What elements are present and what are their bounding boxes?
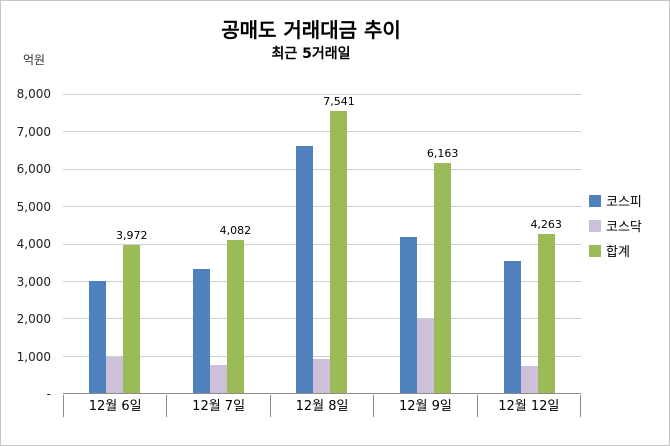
bar-value-label: 6,163 <box>426 146 459 160</box>
x-axis-label-1: 12월 6일 <box>63 395 166 417</box>
bar-series-3-category-5: 4,263 <box>530 218 562 393</box>
bar-series-2-category-3 <box>313 358 331 393</box>
bar-series-2-category-1 <box>106 356 124 393</box>
bar-series-3-category-3: 7,541 <box>323 95 355 393</box>
legend-label: 코스닥 <box>606 220 642 235</box>
bar-group-3: 7,541 <box>270 94 374 393</box>
legend-swatch <box>589 244 601 257</box>
y-axis-tick-label: 3,000 <box>16 274 51 289</box>
legend-label: 코스피 <box>606 195 642 210</box>
plot-area: 3,972 4,082 7,541 6,163 4,263 <box>63 94 581 394</box>
x-axis-label-3: 12월 8일 <box>269 395 373 417</box>
bar-group-5: 4,263 <box>477 94 581 393</box>
x-axis-label-2: 12월 7일 <box>166 395 269 417</box>
x-axis: 12월 6일 12월 7일 12월 8일 12월 9일 12월 12일 <box>63 395 581 417</box>
bar-series-1-category-3 <box>296 145 314 393</box>
bar-value-label: 3,972 <box>116 228 148 242</box>
y-axis-tick-label: 6,000 <box>16 162 51 176</box>
bar-group-4: 6,163 <box>374 94 478 393</box>
bar-series-3-category-1: 3,972 <box>116 229 148 393</box>
gridline <box>63 131 581 133</box>
gridline <box>63 168 581 170</box>
y-axis: 8,000 7,000 6,000 5,000 4,000 3,000 2,000 1,000… <box>1 87 57 401</box>
bar-value-label: 7,541 <box>323 95 355 109</box>
gridline <box>63 243 581 245</box>
bar-series-1-category-2 <box>192 268 210 393</box>
bar-series-3-category-4: 6,163 <box>427 147 458 393</box>
x-axis-label-4: 12월 9일 <box>373 395 476 417</box>
y-axis-tick-label: - <box>46 387 51 401</box>
y-axis-tick-label: 2,000 <box>16 312 51 326</box>
y-axis-tick-label: 1,000 <box>16 349 51 364</box>
gridline <box>63 355 581 357</box>
bar-group-1: 3,972 <box>63 94 167 393</box>
bar-group-2: 4,082 <box>167 94 271 393</box>
legend-item-3: 합계 <box>589 241 642 260</box>
y-axis-tick-label: 5,000 <box>16 199 51 214</box>
x-axis-label-5: 12월 12일 <box>476 395 580 417</box>
gridline <box>63 94 581 95</box>
chart-subtitle: 최근 5거래일 <box>271 46 351 62</box>
bar-series-2-category-2 <box>209 364 227 393</box>
bar-value-label: 4,263 <box>530 217 562 231</box>
legend-swatch <box>589 194 601 207</box>
y-axis-unit-label: 억원 <box>23 53 46 67</box>
bar-series-2-category-5 <box>520 365 538 393</box>
y-axis-tick-label: 4,000 <box>16 237 51 251</box>
y-axis-tick-label: 8,000 <box>16 87 51 101</box>
bar-series-1-category-4 <box>400 236 418 393</box>
legend-label: 합계 <box>606 245 630 260</box>
chart-title: 공매도 거래대금 추이 <box>221 18 401 42</box>
bar-series-1-category-1 <box>89 280 107 393</box>
bar-series-2-category-4 <box>417 318 435 393</box>
y-axis-tick-label: 7,000 <box>16 124 51 139</box>
legend-item-1: 코스피 <box>589 191 642 210</box>
legend-item-2: 코스닥 <box>589 216 642 235</box>
bar-series-3-category-2: 4,082 <box>220 224 251 393</box>
bar-value-label: 4,082 <box>219 224 252 238</box>
gridline <box>63 206 581 208</box>
bar-series-1-category-5 <box>503 261 521 393</box>
legend-swatch <box>589 219 601 232</box>
gridline <box>63 318 581 320</box>
gridline <box>63 280 581 282</box>
